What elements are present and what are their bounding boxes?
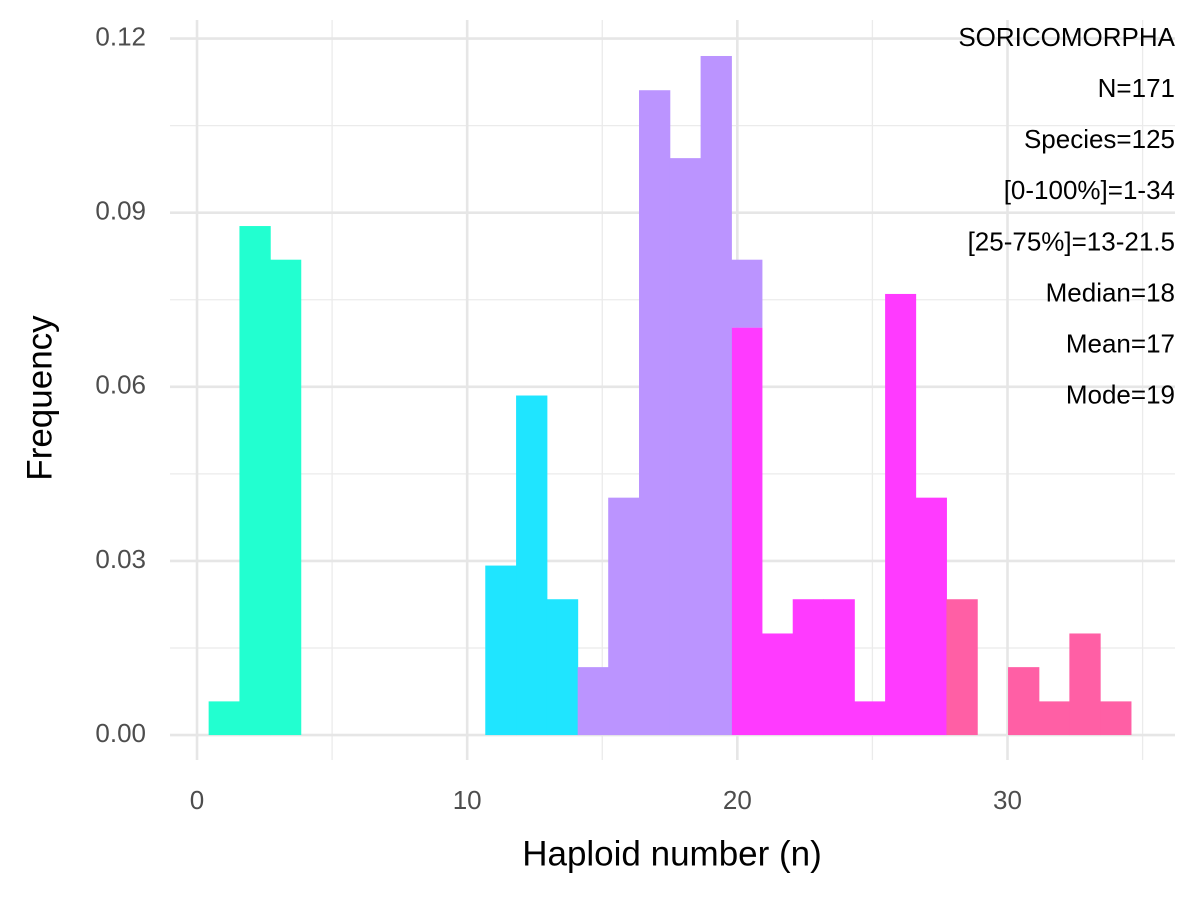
bar	[208, 701, 240, 736]
annotation: Species=125	[1024, 124, 1175, 154]
annotation: [0-100%]=1-34	[1004, 175, 1175, 205]
grid	[170, 20, 1175, 760]
bars	[208, 55, 1132, 736]
bar	[854, 701, 886, 736]
bar	[946, 599, 978, 736]
annotation: SORICOMORPHA	[958, 22, 1175, 52]
y-axis-title: Frequency	[20, 315, 59, 481]
bar	[885, 293, 917, 736]
x-tick-label: 20	[723, 785, 752, 815]
y-tick-label: 0.09	[95, 196, 146, 226]
bar	[485, 565, 517, 736]
annotation: [25-75%]=13-21.5	[968, 226, 1175, 256]
bar	[761, 633, 794, 736]
y-tick-label: 0.00	[95, 718, 146, 748]
x-tick-label: 0	[190, 785, 204, 815]
bar	[1100, 701, 1132, 736]
annotation: Mean=17	[1066, 328, 1175, 358]
annotation: Mode=19	[1066, 380, 1175, 410]
bar	[1069, 633, 1101, 736]
labels: 0.00 0.03 0.06 0.09 0.12 0 10 20 30 SORICOMORPHA N…	[95, 21, 1175, 814]
bar	[239, 226, 271, 736]
bar	[1038, 701, 1070, 736]
bar	[823, 599, 855, 736]
bar	[731, 327, 763, 736]
bar	[1008, 667, 1040, 736]
bar	[915, 497, 947, 736]
annotation: Median=18	[1046, 277, 1175, 307]
bar	[577, 667, 609, 736]
y-tick-label: 0.06	[95, 370, 146, 400]
bar	[792, 599, 825, 736]
x-tick-label: 10	[453, 785, 482, 815]
annotation: N=171	[1098, 73, 1175, 103]
bar	[608, 497, 640, 736]
bar	[546, 599, 579, 736]
x-axis-title: Haploid number (n)	[522, 834, 822, 873]
bar	[700, 55, 732, 736]
bar	[516, 395, 548, 736]
y-tick-label: 0.12	[95, 21, 146, 51]
bar	[731, 259, 763, 328]
bar	[669, 158, 702, 736]
bar	[639, 90, 671, 736]
x-tick-label: 30	[993, 785, 1022, 815]
bar	[270, 259, 302, 736]
y-tick-label: 0.03	[95, 544, 146, 574]
